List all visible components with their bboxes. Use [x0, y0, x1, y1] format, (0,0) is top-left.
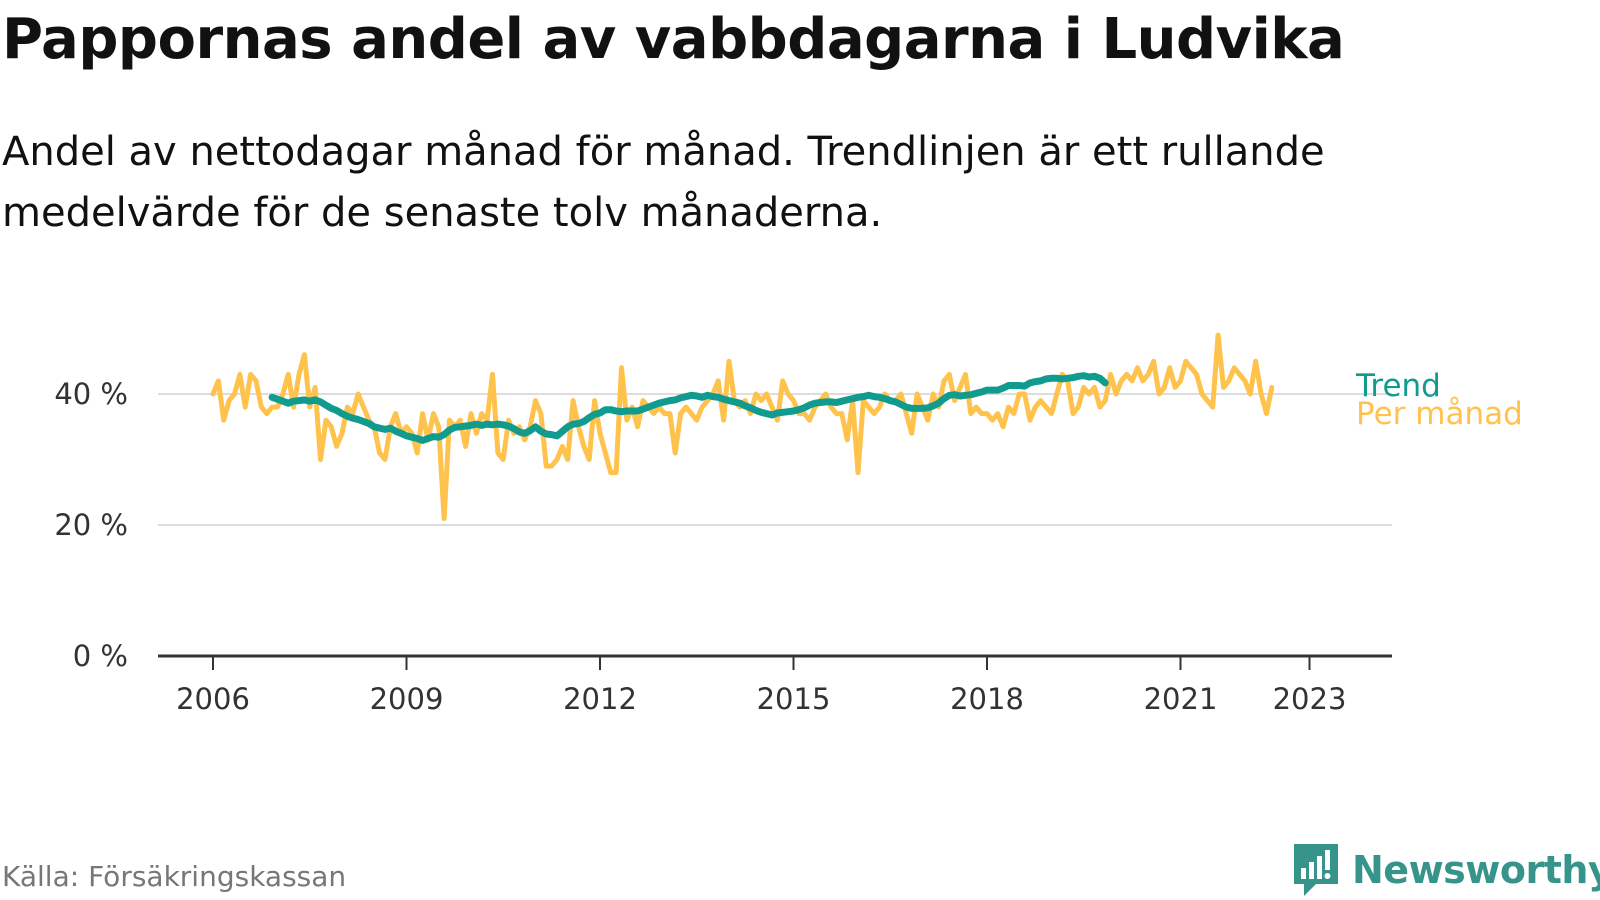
- x-tick-label: 2006: [176, 682, 250, 716]
- x-tick-label: 2021: [1144, 682, 1218, 716]
- x-axis-tick-labels: 2006 2009 2012 2015 2018 2021 2023: [176, 682, 1346, 716]
- trend-line: [268, 372, 1109, 444]
- newsworthy-logo-icon: [1294, 844, 1338, 896]
- y-tick-label: 20 %: [54, 508, 128, 542]
- x-axis: [158, 654, 1392, 670]
- x-tick-label: 2018: [950, 682, 1024, 716]
- chart-subtitle: Andel av nettodagar månad för månad. Tre…: [2, 129, 1325, 236]
- y-axis-tick-labels: 0 % 20 % 40 %: [54, 377, 128, 673]
- y-tick-label: 40 %: [54, 377, 128, 411]
- x-tick-label: 2023: [1273, 682, 1347, 716]
- x-tick-label: 2009: [370, 682, 444, 716]
- brand[interactable]: Newsworthy: [1292, 840, 1600, 900]
- series: [210, 332, 1275, 521]
- y-tick-label: 0 %: [73, 639, 128, 673]
- brand-name: Newsworthy: [1352, 848, 1600, 892]
- legend-label-monthly: Per månad: [1356, 396, 1523, 432]
- legend-label-trend: Trend: [1355, 368, 1441, 404]
- chart-title: Pappornas andel av vabbdagarna i Ludvika: [2, 7, 1345, 72]
- source-note: Källa: Försäkringskassan: [2, 860, 347, 893]
- x-tick-label: 2015: [757, 682, 831, 716]
- gridlines: [158, 393, 1392, 526]
- x-tick-label: 2012: [563, 682, 637, 716]
- line-chart: 0 % 20 % 40 % 2006 2009 2012 2015 2018 2021 2023…: [54, 332, 1523, 716]
